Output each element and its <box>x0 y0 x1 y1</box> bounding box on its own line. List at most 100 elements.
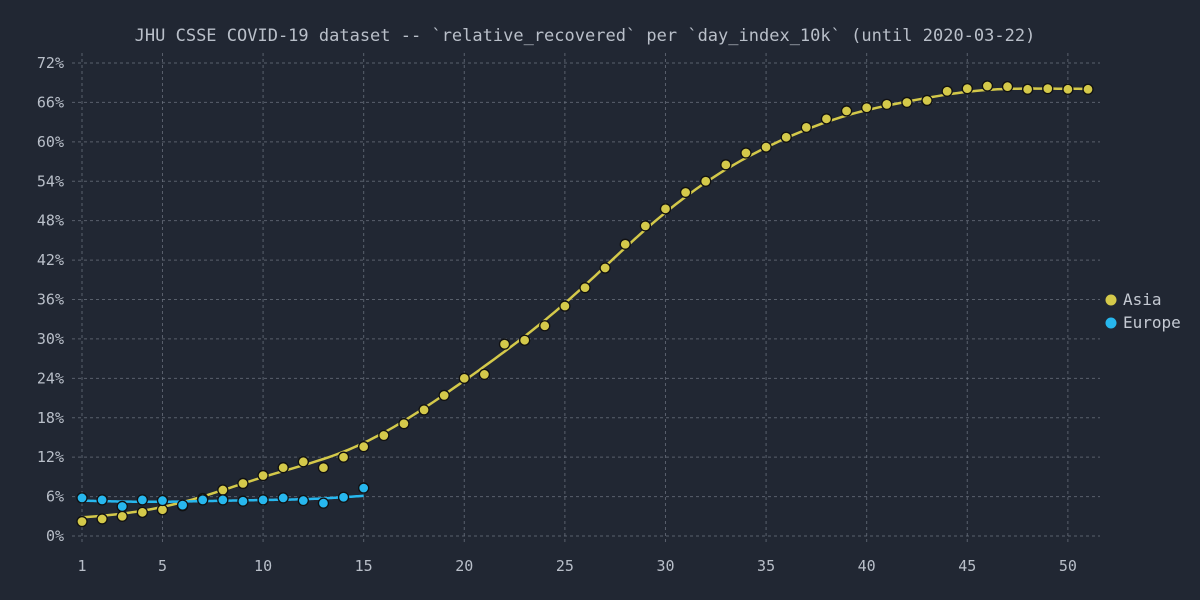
x-tick-label: 30 <box>656 557 674 575</box>
legend: Asia Europe <box>1105 290 1181 332</box>
y-tick-label: 60% <box>37 133 64 151</box>
point-asia <box>659 203 672 215</box>
series-asia <box>76 80 1094 528</box>
point-asia <box>579 282 591 294</box>
point-asia <box>700 175 712 187</box>
point-europe <box>76 492 88 504</box>
series-layer <box>76 80 1094 528</box>
x-tick-label: 10 <box>254 557 272 575</box>
point-asia <box>398 418 410 430</box>
point-asia <box>820 113 833 125</box>
point-asia <box>1001 81 1014 93</box>
y-tick-label: 42% <box>37 251 64 269</box>
point-asia <box>740 147 752 159</box>
point-asia <box>539 320 551 332</box>
x-tick-label: 15 <box>355 557 373 575</box>
point-europe <box>136 494 149 506</box>
legend-label-asia: Asia <box>1123 290 1162 309</box>
point-asia <box>438 389 450 402</box>
point-asia <box>317 462 330 474</box>
point-asia <box>800 121 812 134</box>
x-tick-label: 25 <box>556 557 574 575</box>
legend-item-asia: Asia <box>1105 290 1162 309</box>
point-asia <box>76 515 88 528</box>
point-europe <box>176 499 189 511</box>
point-asia <box>619 238 631 250</box>
point-europe <box>197 494 209 506</box>
point-asia <box>1042 82 1054 95</box>
point-asia <box>418 404 430 416</box>
point-asia <box>639 220 652 232</box>
point-europe <box>257 494 269 506</box>
x-tick-label: 20 <box>455 557 473 575</box>
x-tick-label: 1 <box>77 557 86 575</box>
y-tick-label: 24% <box>37 369 64 387</box>
point-asia <box>518 334 531 346</box>
legend-label-europe: Europe <box>1123 313 1181 332</box>
x-tick-label: 5 <box>158 557 167 575</box>
point-asia <box>337 451 350 463</box>
point-asia <box>297 456 309 468</box>
point-asia <box>961 82 973 95</box>
chart-title: JHU CSSE COVID-19 dataset -- `relative_r… <box>135 26 1036 46</box>
trend-line-asia <box>81 87 1088 519</box>
x-tick-label: 50 <box>1059 557 1077 575</box>
x-axis-tick-labels: 1 5 10 15 20 25 30 35 40 45 50 <box>77 557 1076 575</box>
point-asia <box>981 80 994 92</box>
point-asia <box>378 429 390 442</box>
point-asia <box>136 506 149 518</box>
y-tick-label: 6% <box>46 488 64 506</box>
point-asia <box>498 338 511 350</box>
x-tick-label: 35 <box>757 557 775 575</box>
y-tick-label: 72% <box>37 54 64 72</box>
y-tick-label: 0% <box>46 527 64 545</box>
point-europe <box>277 492 289 504</box>
point-asia <box>156 504 169 516</box>
point-asia <box>901 96 913 109</box>
point-europe <box>297 494 309 507</box>
point-europe <box>217 494 229 506</box>
y-axis-tick-labels: 0% 6% 12% 18% 24% 30% 36% 42% 48% 54% 60% 66% 72% <box>37 54 64 545</box>
point-asia <box>478 368 491 381</box>
y-tick-label: 18% <box>37 409 64 427</box>
point-europe <box>156 494 169 507</box>
point-asia <box>780 131 792 143</box>
y-tick-label: 30% <box>37 330 64 348</box>
point-asia <box>458 372 470 384</box>
point-europe <box>116 500 128 513</box>
legend-item-europe: Europe <box>1105 313 1181 332</box>
point-asia <box>941 85 953 97</box>
point-asia <box>1062 83 1074 95</box>
point-europe <box>337 491 350 503</box>
grid <box>72 53 1100 545</box>
point-asia <box>599 262 611 274</box>
point-asia <box>237 477 249 490</box>
point-asia <box>257 469 269 482</box>
point-asia <box>217 484 229 496</box>
point-asia <box>96 513 108 525</box>
point-asia <box>116 510 128 522</box>
point-asia <box>840 105 853 117</box>
y-tick-label: 36% <box>37 291 64 309</box>
point-asia <box>921 94 933 107</box>
point-asia <box>881 98 893 111</box>
point-asia <box>1082 83 1094 95</box>
legend-marker-europe <box>1105 317 1117 329</box>
x-tick-label: 45 <box>958 557 976 575</box>
legend-marker-asia <box>1105 294 1117 306</box>
y-tick-label: 66% <box>37 93 64 111</box>
point-europe <box>96 494 108 506</box>
x-tick-label: 40 <box>858 557 876 575</box>
series-europe <box>76 482 370 513</box>
point-asia <box>760 141 772 153</box>
point-asia <box>1021 83 1034 95</box>
point-asia <box>277 462 289 474</box>
point-asia <box>861 102 873 114</box>
point-asia <box>679 186 692 199</box>
point-europe <box>237 495 249 507</box>
point-europe <box>358 482 370 494</box>
y-tick-label: 12% <box>37 448 64 466</box>
y-tick-label: 48% <box>37 212 64 230</box>
point-asia <box>720 159 732 171</box>
point-europe <box>317 497 330 509</box>
